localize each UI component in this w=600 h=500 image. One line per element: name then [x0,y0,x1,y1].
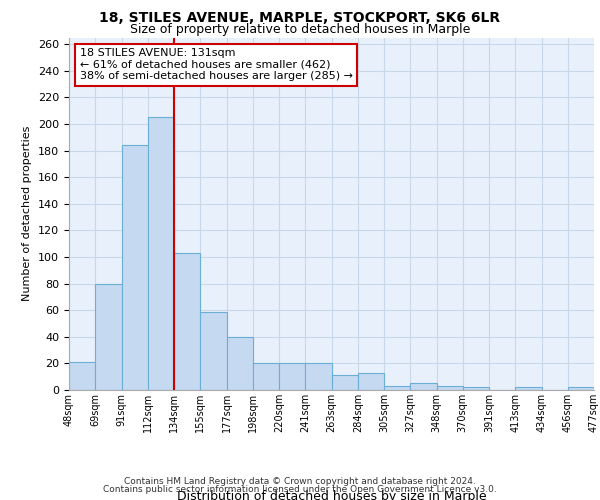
Bar [384,386,410,390]
Bar [148,118,174,390]
Bar [331,376,358,390]
Y-axis label: Number of detached properties: Number of detached properties [22,126,32,302]
Bar [358,372,384,390]
Bar [279,364,305,390]
Bar [253,364,279,390]
Bar [227,337,253,390]
Bar [121,145,148,390]
Bar [95,284,121,390]
Text: 18, STILES AVENUE, MARPLE, STOCKPORT, SK6 6LR: 18, STILES AVENUE, MARPLE, STOCKPORT, SK… [100,11,500,25]
Text: Contains public sector information licensed under the Open Government Licence v3: Contains public sector information licen… [103,484,497,494]
Bar [410,384,437,390]
Bar [174,253,200,390]
Bar [463,388,489,390]
Bar [568,388,594,390]
Text: 18 STILES AVENUE: 131sqm
← 61% of detached houses are smaller (462)
38% of semi-: 18 STILES AVENUE: 131sqm ← 61% of detach… [79,48,353,82]
Text: Size of property relative to detached houses in Marple: Size of property relative to detached ho… [130,22,470,36]
Bar [515,388,542,390]
Bar [305,364,331,390]
X-axis label: Distribution of detached houses by size in Marple: Distribution of detached houses by size … [176,490,487,500]
Bar [437,386,463,390]
Text: Contains HM Land Registry data © Crown copyright and database right 2024.: Contains HM Land Registry data © Crown c… [124,477,476,486]
Bar [69,362,95,390]
Bar [200,312,227,390]
